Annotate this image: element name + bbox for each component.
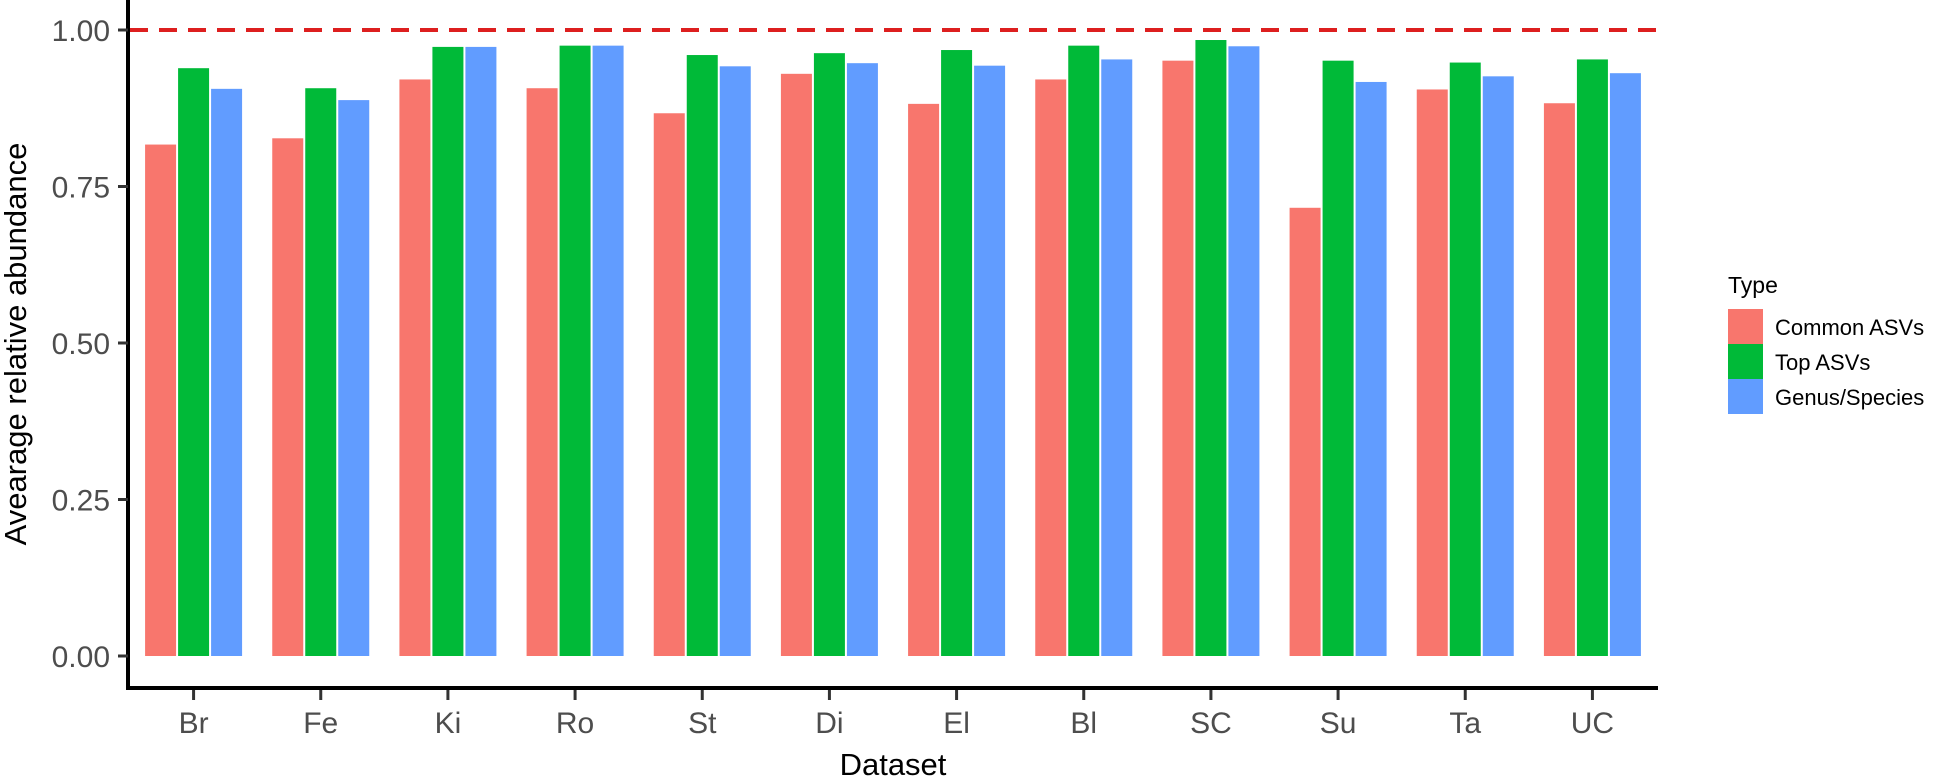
bar-fe-genus-species [338,100,370,656]
y-tick-label: 0.25 [52,485,110,518]
bar-bl-genus-species [1101,59,1133,657]
bar-el-common-asvs [908,103,940,657]
x-tick-label-ro: Ro [556,707,594,740]
legend-swatch-common-asvs [1728,309,1763,344]
bar-fe-top-asvs [305,88,337,656]
x-tick-label-ki: Ki [435,707,462,740]
x-axis-title: Dataset [840,747,947,777]
axes-layer [126,0,1658,690]
bar-st-top-asvs [686,55,718,657]
legend-swatch-top-asvs [1728,344,1763,379]
bar-su-common-asvs [1289,207,1321,656]
x-tick-label-ta: Ta [1449,707,1481,740]
bar-br-top-asvs [178,68,210,657]
bar-su-genus-species [1355,81,1387,656]
bar-ki-genus-species [465,46,497,657]
y-ticks-layer: 0.00 0.25 0.50 0.75 1.00 [52,15,128,674]
y-tick-label: 0.75 [52,172,110,205]
x-tick-label-el: El [943,707,970,740]
legend-label: Genus/Species [1775,385,1924,410]
bars-layer [145,40,1641,657]
bar-di-genus-species [846,63,878,657]
x-tick-label-sc: SC [1190,707,1232,740]
x-tick-label-st: St [688,707,717,740]
bar-uc-common-asvs [1543,103,1575,656]
bar-st-genus-species [719,66,751,657]
bar-br-genus-species [211,88,243,657]
bar-ro-common-asvs [526,88,558,656]
y-axis-title: Avearage relative abundance [0,143,33,546]
x-tick-label-di: Di [815,707,843,740]
bar-el-genus-species [974,65,1006,656]
legend-label: Common ASVs [1775,315,1924,340]
legend-title: Type [1728,272,1778,298]
bar-fe-common-asvs [272,138,304,657]
x-tick-label-fe: Fe [303,707,338,740]
bar-ki-top-asvs [432,46,464,657]
bar-uc-genus-species [1609,73,1641,657]
x-tick-label-br: Br [179,707,209,740]
x-tick-label-su: Su [1320,707,1357,740]
bar-bl-common-asvs [1035,79,1067,657]
bar-sc-top-asvs [1195,40,1227,657]
x-ticks-layer: Br Fe Ki Ro St Di El Bl SC Su Ta UC [179,690,1614,740]
bar-sc-common-asvs [1162,60,1194,656]
bar-ta-common-asvs [1416,89,1448,657]
bar-st-common-asvs [653,113,685,657]
bar-br-common-asvs [145,144,177,657]
bar-uc-top-asvs [1576,59,1608,657]
bar-ki-common-asvs [399,79,431,657]
bar-ro-genus-species [592,45,624,656]
y-tick-label: 0.00 [52,641,110,674]
bar-ta-genus-species [1482,76,1514,657]
legend-swatch-genus-species [1728,379,1763,414]
y-tick-label: 0.50 [52,328,110,361]
x-tick-label-bl: Bl [1070,707,1097,740]
bar-sc-genus-species [1228,46,1260,656]
bar-bl-top-asvs [1068,45,1100,656]
legend: Type Common ASVs Top ASVs Genus/Species [1728,272,1924,414]
x-tick-label-uc: UC [1571,707,1614,740]
legend-label: Top ASVs [1775,350,1870,375]
bar-el-top-asvs [941,50,973,657]
bar-su-top-asvs [1322,60,1354,656]
bar-di-common-asvs [780,73,812,656]
y-tick-label: 1.00 [52,15,110,48]
bar-di-top-asvs [813,53,845,657]
bar-ro-top-asvs [559,45,591,656]
bar-ta-top-asvs [1449,62,1481,656]
